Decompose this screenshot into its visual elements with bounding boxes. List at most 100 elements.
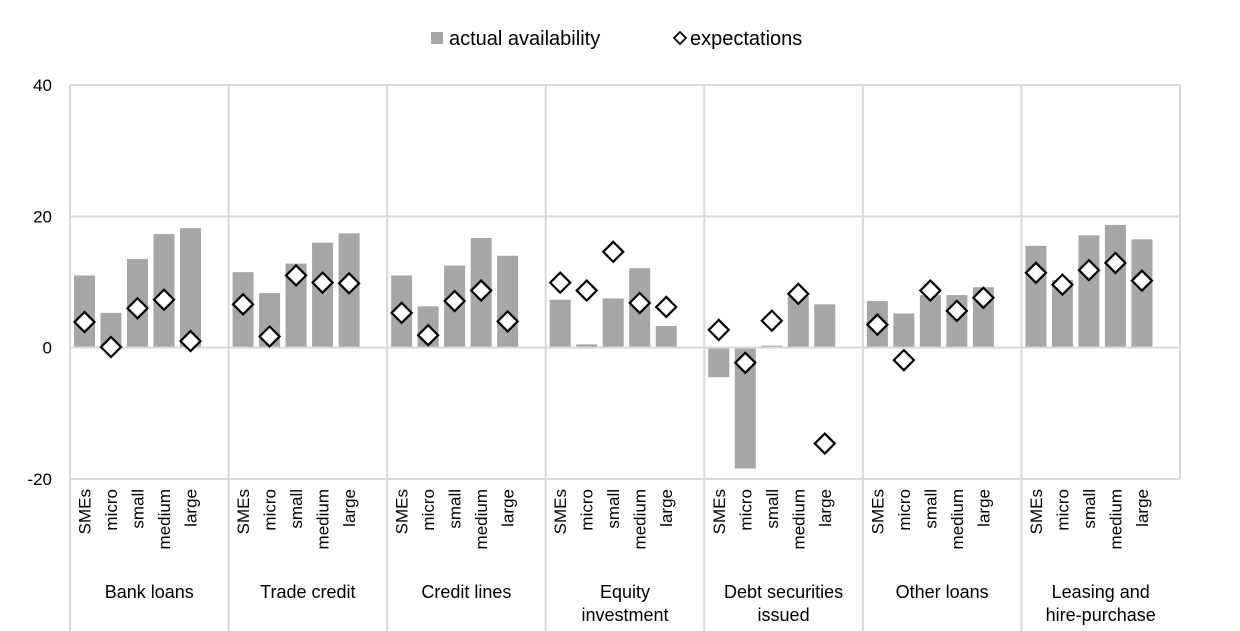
x-tick-label: large — [816, 489, 835, 527]
expectation-point — [72, 310, 97, 334]
bar — [919, 295, 941, 348]
group-label: Leasing and — [1052, 582, 1150, 602]
bar — [1131, 239, 1153, 348]
x-tick-label: SMEs — [76, 489, 95, 534]
expectation-point — [865, 313, 889, 337]
x-tick-label: medium — [1106, 489, 1125, 549]
x-tick-label: large — [1133, 489, 1152, 527]
expectation-point — [152, 288, 176, 312]
x-tick-label: micro — [102, 489, 121, 531]
x-tick-label: micro — [578, 489, 597, 531]
x-tick-label: SMEs — [393, 489, 412, 534]
expectation-point — [337, 271, 361, 295]
group-label: Debt securities — [724, 582, 843, 602]
x-tick-label: micro — [895, 489, 914, 531]
expectation-point — [125, 296, 150, 320]
expectation-point — [231, 292, 255, 316]
legend: actual availability expectations — [431, 28, 802, 50]
group-label: Credit lines — [421, 582, 511, 602]
x-tick-label: SMEs — [551, 489, 570, 534]
bar — [312, 242, 334, 348]
expectation-point — [971, 286, 995, 310]
x-tick-label: small — [604, 489, 623, 529]
bar — [576, 344, 598, 348]
bar — [1104, 224, 1126, 348]
bar — [1025, 245, 1047, 348]
y-tick-label: 20 — [33, 207, 52, 226]
expectation-point — [443, 289, 467, 313]
x-tick-label: medium — [631, 489, 650, 549]
expectation-point — [548, 271, 572, 295]
y-tick-label: -20 — [27, 470, 52, 489]
x-tick-label: SMEs — [1027, 489, 1046, 534]
expectation-point — [707, 318, 731, 342]
expectation-point — [496, 309, 520, 333]
bar — [787, 296, 809, 348]
x-tick-label: SMEs — [234, 489, 253, 534]
expectation-point — [760, 309, 784, 333]
bar — [602, 298, 624, 348]
expectation-point — [733, 351, 757, 375]
expectation-point — [469, 278, 493, 303]
group-label: Bank loans — [105, 582, 194, 602]
expectation-point — [1077, 258, 1101, 282]
x-tick-label: medium — [314, 489, 333, 549]
expectation-point — [918, 278, 942, 303]
bar — [814, 304, 836, 348]
expectation-point — [178, 329, 203, 353]
bar — [1078, 235, 1100, 348]
x-tick-label: SMEs — [710, 489, 729, 534]
x-tick-label: medium — [155, 489, 174, 549]
gridlines — [70, 84, 1181, 631]
expectation-point — [311, 271, 335, 295]
x-tick-label: large — [974, 489, 993, 527]
x-tick-label: micro — [1053, 489, 1072, 531]
group-label: Equity — [600, 582, 650, 602]
group-label: investment — [581, 605, 668, 625]
x-tick-label: large — [499, 489, 518, 527]
expectation-point — [1024, 261, 1048, 285]
x-tick-label: large — [340, 489, 359, 527]
x-tick-label: small — [921, 489, 940, 529]
x-tick-label: medium — [948, 489, 967, 549]
expectation-point — [1130, 269, 1154, 293]
group-label: Other loans — [896, 582, 989, 602]
y-axis: -20 0 20 40 — [27, 76, 71, 631]
bar — [497, 255, 519, 348]
expectation-point — [628, 291, 652, 315]
expectation-point — [654, 295, 678, 319]
bar — [180, 228, 201, 348]
bar — [893, 313, 915, 348]
expectation-series — [72, 240, 1154, 456]
expectation-point — [892, 348, 916, 372]
x-tick-label: micro — [419, 489, 438, 531]
legend-label: expectations — [690, 28, 802, 50]
expectation-point — [1050, 273, 1074, 297]
expectation-point — [390, 301, 414, 325]
x-tick-label: small — [763, 489, 782, 529]
x-tick-label: small — [129, 489, 148, 529]
expectation-point — [416, 323, 440, 347]
expectation-point — [601, 240, 625, 264]
group-label: hire-purchase — [1046, 605, 1156, 625]
x-tick-label: small — [1080, 489, 1099, 529]
x-tick-label: micro — [736, 489, 755, 531]
x-tick-label: large — [657, 489, 676, 527]
expectation-point — [813, 431, 837, 456]
bar — [100, 312, 122, 348]
bar — [655, 325, 677, 348]
bar — [1051, 280, 1073, 348]
group-label: Trade credit — [260, 582, 355, 602]
expectation-point — [284, 263, 308, 287]
x-tick-label: small — [446, 489, 465, 529]
bar — [708, 347, 730, 378]
group-label: issued — [758, 605, 810, 625]
bar — [734, 347, 756, 469]
x-tick-label: medium — [789, 489, 808, 549]
y-tick-label: 0 — [43, 339, 52, 358]
expectation-point — [945, 299, 969, 323]
x-tick-label: micro — [261, 489, 280, 531]
expectation-point — [786, 282, 810, 306]
expectation-point — [575, 278, 599, 303]
